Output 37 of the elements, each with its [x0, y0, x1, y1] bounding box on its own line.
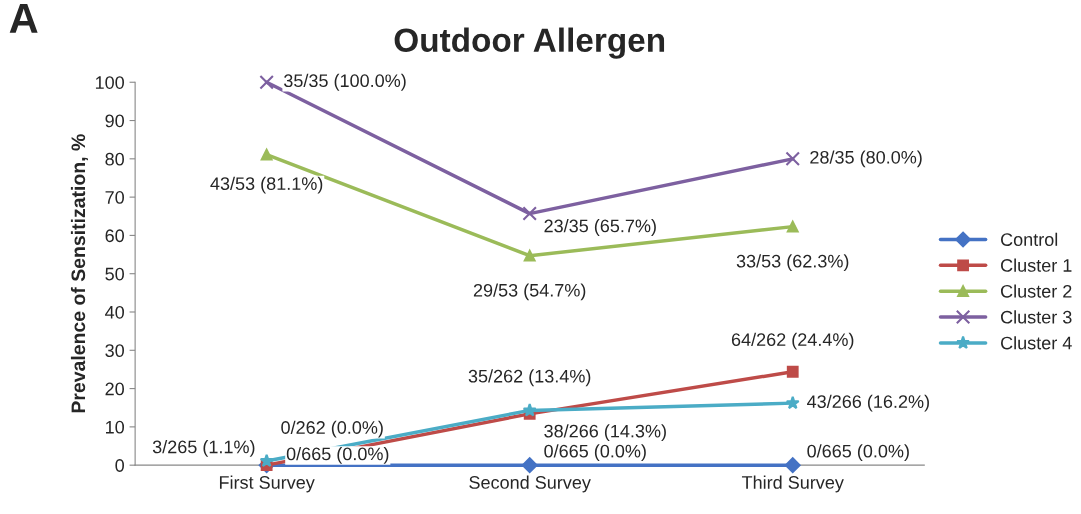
data-label: 43/53 (81.1%) [210, 176, 323, 194]
legend-label: Cluster 2 [1001, 284, 1072, 298]
data-label: 43/266 (16.2%) [807, 394, 929, 412]
legend-label: Cluster 4 [1001, 336, 1072, 350]
y-tick-label: 70 [105, 191, 124, 204]
data-label: 23/35 (65.7%) [544, 219, 656, 236]
data-label: 3/265 (1.1%) [152, 440, 255, 457]
data-label: 29/53 (54.7%) [473, 283, 586, 301]
y-tick-label: 60 [105, 229, 124, 243]
y-tick-label: 10 [106, 420, 124, 434]
x-tick-label: Second Survey [469, 475, 591, 493]
data-label: 38/266 (14.3%) [544, 424, 666, 442]
x-tick-label: Third Survey [741, 475, 844, 493]
data-label: 33/53 (62.3%) [736, 254, 849, 272]
data-label: 0/665 (0.0%) [807, 444, 909, 462]
text: A [9, 4, 38, 33]
data-label: 0/262 (0.0%) [281, 420, 383, 438]
y-tick-label: 100 [95, 76, 125, 89]
legend-label: Control [1001, 232, 1058, 246]
y-tick-label: 40 [105, 305, 124, 319]
data-label: 0/665 (0.0%) [286, 447, 389, 464]
legend-label: Cluster 3 [1001, 310, 1072, 324]
y-axis-title: Prevalence of Sensitization, % [70, 134, 89, 413]
y-tick-label: 0 [115, 459, 124, 472]
y-tick-label: 20 [105, 382, 124, 396]
data-label: 35/262 (13.4%) [468, 369, 591, 387]
data-label: 0/665 (0.0%) [544, 444, 646, 462]
y-tick-label: 90 [105, 114, 124, 128]
y-tick-label: 50 [105, 267, 124, 281]
y-tick-label: 30 [105, 344, 124, 358]
legend-label: Cluster 1 [1001, 258, 1072, 272]
data-label: 35/35 (100.0%) [284, 73, 406, 91]
x-tick-label: First Survey [219, 475, 315, 493]
y-tick-label: 80 [105, 152, 124, 166]
data-label: 28/35 (80.0%) [810, 150, 922, 168]
data-label: 64/262 (24.4%) [731, 332, 854, 350]
chart-title: Outdoor Allergen [394, 27, 665, 59]
